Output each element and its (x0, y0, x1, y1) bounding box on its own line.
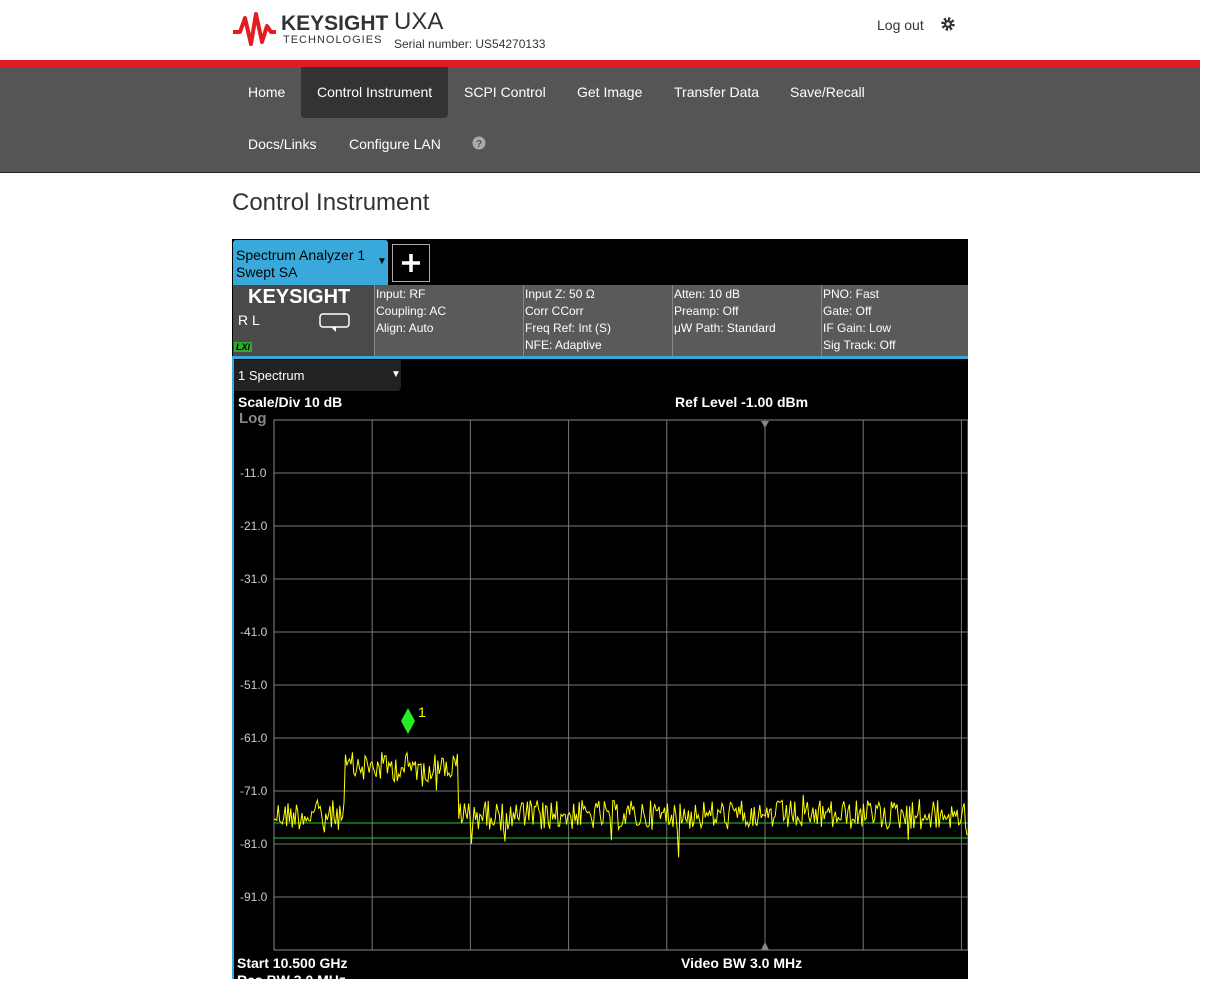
nav-item[interactable]: Get Image (577, 84, 643, 100)
nav-item[interactable]: Save/Recall (790, 84, 865, 100)
nav-item[interactable]: SCPI Control (464, 84, 546, 100)
tab[interactable] (233, 240, 388, 285)
setting: Input: RF (376, 287, 426, 301)
setting: Atten: 10 dB (674, 287, 741, 301)
setting: PNO: Fast (823, 287, 880, 301)
settings-divider (821, 285, 822, 356)
setting: Preamp: Off (674, 304, 739, 318)
brand-sub: TECHNOLOGIES (283, 34, 383, 46)
product: UXA (394, 8, 444, 35)
add-tab[interactable] (392, 244, 430, 282)
nav-active (301, 67, 448, 118)
window-select[interactable] (233, 360, 401, 391)
setting: μW Path: Standard (674, 321, 776, 335)
settings-divider (672, 285, 673, 356)
marker-diamond (401, 708, 415, 734)
setting: Corr CCorr (525, 304, 584, 318)
setting: Coupling: AC (376, 304, 447, 318)
logout[interactable]: Log out (877, 17, 924, 33)
page-title: Control Instrument (232, 189, 430, 216)
tab-arrow: ▼ (377, 256, 387, 267)
window-border (232, 356, 234, 979)
setting: Sig Track: Off (823, 338, 896, 352)
setting: Align: Auto (376, 321, 434, 335)
settings-icon[interactable] (940, 16, 956, 32)
nav-item[interactable]: Transfer Data (674, 84, 760, 100)
scale: Scale/Div 10 dB (238, 394, 343, 410)
brand: KEYSIGHT (281, 12, 389, 35)
help-icon[interactable]: ? (472, 136, 486, 150)
settings-divider (523, 285, 524, 356)
nav-item[interactable]: Home (248, 84, 286, 100)
res-bw: Res BW 3.0 MHz (237, 972, 346, 988)
y-label: -81.0 (240, 837, 268, 851)
trace (273, 750, 968, 858)
nav-item[interactable]: Control Instrument (317, 84, 433, 100)
logo-wave (233, 12, 276, 46)
tab-line1: Spectrum Analyzer 1 (236, 247, 366, 263)
setting: Freq Ref: Int (S) (525, 321, 612, 335)
logo-box (233, 285, 374, 356)
serial: Serial number: US54270133 (394, 37, 546, 51)
red-bar (0, 60, 1200, 67)
scale-type: Log (239, 410, 267, 427)
ref-marker (761, 421, 769, 428)
y-label: -41.0 (240, 625, 268, 639)
setting: IF Gain: Low (823, 321, 892, 335)
window-arrow: ▼ (391, 369, 401, 380)
y-label: -31.0 (240, 572, 268, 586)
inst-logo: KEYSIGHT (248, 286, 351, 308)
y-label: -71.0 (240, 784, 268, 798)
ref-level: Ref Level -1.00 dBm (675, 394, 809, 410)
setting: Gate: Off (823, 304, 872, 318)
remote-icon (319, 313, 350, 332)
lxi: LXI (234, 342, 253, 352)
nav-bar (0, 67, 1200, 173)
spectrum-plot: -11.0 -21.0 -31.0 -41.0 -51.0 -61.0 -71.0 -81.0… (240, 419, 968, 951)
ref-marker (761, 942, 769, 950)
status: R L (238, 312, 260, 328)
y-label: -11.0 (240, 466, 267, 480)
video-bw: Video BW 3.0 MHz (681, 955, 803, 971)
tab-line2: Swept SA (236, 264, 298, 280)
setting: Input Z: 50 Ω (525, 287, 595, 301)
window-label: 1 Spectrum (238, 368, 305, 383)
y-label: -61.0 (240, 731, 268, 745)
nav-item[interactable]: Docs/Links (248, 136, 317, 152)
settings-divider (374, 285, 375, 356)
svg-text:?: ? (476, 139, 482, 150)
y-label: -51.0 (240, 678, 268, 692)
plus-icon (402, 254, 420, 272)
y-label: -21.0 (240, 519, 268, 533)
nav-item[interactable]: Configure LAN (349, 136, 441, 152)
start-freq: Start 10.500 GHz (237, 955, 348, 971)
y-label: -91.0 (240, 890, 268, 904)
setting: NFE: Adaptive (525, 338, 602, 352)
marker-label: 1 (418, 704, 426, 720)
